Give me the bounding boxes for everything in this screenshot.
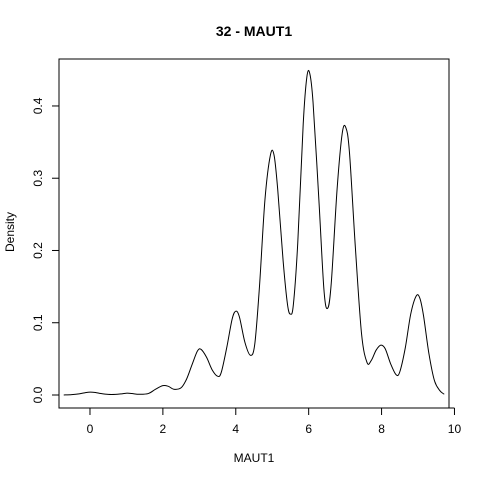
- x-tick-label: 4: [232, 422, 239, 436]
- x-tick-label: 2: [160, 422, 167, 436]
- y-tick-label: 0.2: [31, 242, 45, 259]
- x-axis-label: MAUT1: [234, 451, 275, 465]
- y-tick-label: 0.1: [31, 314, 45, 331]
- y-tick-label: 0.4: [31, 97, 45, 114]
- density-curve: [63, 70, 445, 396]
- x-tick-label: 6: [305, 422, 312, 436]
- y-axis: 0.0 0.1 0.2 0.3 0.4: [31, 97, 60, 403]
- x-axis: 0 2 4 6 8 10: [87, 407, 462, 436]
- y-axis-label: Density: [3, 212, 17, 252]
- x-tick-label: 8: [378, 422, 385, 436]
- plot-frame: [58, 58, 450, 409]
- x-tick-label: 10: [448, 422, 462, 436]
- x-tick-label: 0: [87, 422, 94, 436]
- y-tick-label: 0.0: [31, 386, 45, 403]
- chart-title: 32 - MAUT1: [216, 23, 292, 39]
- y-tick-label: 0.3: [31, 170, 45, 187]
